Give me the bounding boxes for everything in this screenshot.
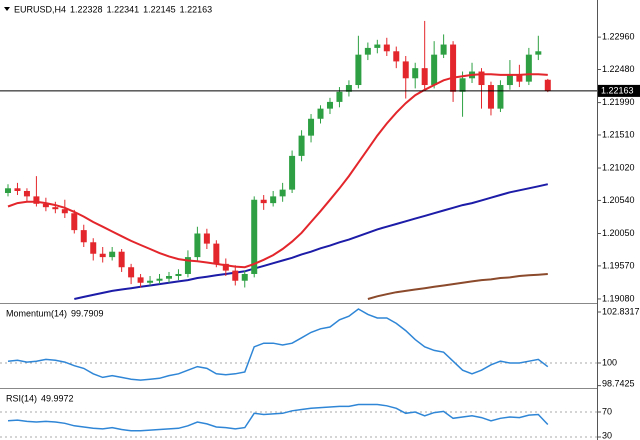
indicator-title: RSI(14)	[6, 393, 37, 403]
y-tick-label: 98.7425	[602, 378, 635, 388]
candle-body	[450, 44, 457, 92]
y-tick-label: 1.19080	[602, 293, 635, 303]
candle-body	[222, 263, 229, 271]
candle-body	[544, 79, 551, 91]
y-tick-label: 70	[602, 406, 612, 416]
moving-average	[74, 183, 549, 300]
current-price-box	[598, 84, 640, 97]
candle-body	[374, 44, 381, 48]
low-value: 1.22145	[143, 4, 176, 14]
y-tick-label: 102.8317	[602, 306, 640, 316]
open-value: 1.22328	[70, 4, 103, 14]
candle-body	[326, 101, 333, 109]
candle-body	[128, 267, 135, 278]
candle-body	[109, 251, 116, 258]
candle-body	[194, 233, 201, 258]
y-tick-label: 1.21020	[602, 162, 635, 172]
candle-body	[459, 78, 466, 92]
indicator-title: Momentum(14)	[6, 308, 67, 318]
indicator-value: 49.9972	[41, 393, 74, 403]
candle-body	[336, 91, 343, 102]
candle-body	[279, 189, 286, 197]
candle-body	[5, 188, 11, 194]
y-tick-label: 1.21510	[602, 129, 635, 139]
candle-body	[487, 85, 494, 109]
candle-body	[497, 85, 504, 109]
candle-body	[23, 190, 30, 197]
candle-body	[147, 280, 154, 283]
candle-body	[535, 51, 542, 55]
candle-body	[251, 199, 258, 274]
symbol: EURUSD,H4	[14, 4, 66, 14]
candle-body	[298, 135, 305, 156]
candle-body	[383, 44, 390, 52]
candle-body	[355, 54, 362, 86]
candle-body	[232, 270, 239, 281]
candle-body	[364, 47, 371, 55]
candle-body	[118, 251, 125, 268]
candle-body	[345, 85, 352, 92]
candle-body	[525, 54, 532, 82]
y-tick-label: 1.19570	[602, 260, 635, 270]
y-tick-label: 1.20050	[602, 228, 635, 238]
candle-body	[137, 277, 144, 283]
candle-body	[42, 203, 49, 208]
y-tick-label: 100	[602, 357, 617, 367]
candle-body	[270, 196, 277, 204]
candle-body	[440, 44, 447, 55]
candle-body	[52, 207, 59, 210]
candle-body	[393, 51, 400, 62]
y-tick-label: 1.22960	[602, 31, 635, 41]
candle-body	[431, 54, 438, 86]
candle-body	[203, 233, 210, 244]
close-value: 1.22163	[180, 4, 213, 14]
indicator-line	[7, 308, 549, 381]
y-tick-label: 30	[602, 430, 612, 440]
candle-body	[175, 273, 182, 277]
moving-average	[7, 73, 548, 269]
candle-body	[71, 213, 78, 231]
candle-body	[421, 68, 428, 86]
menu-triangle	[4, 7, 10, 11]
candle-body	[33, 196, 40, 204]
high-value: 1.22341	[107, 4, 140, 14]
candle-body	[308, 118, 315, 136]
y-tick-label: 1.21990	[602, 97, 635, 107]
candle-body	[156, 278, 163, 281]
indicator-value: 99.7909	[71, 308, 104, 318]
candle-body	[80, 230, 87, 243]
candle-body	[165, 276, 172, 279]
candle-body	[99, 253, 106, 258]
y-tick-label: 1.20540	[602, 195, 635, 205]
y-tick-label: 1.22480	[602, 64, 635, 74]
candle-body	[184, 257, 191, 274]
candle-body	[61, 209, 68, 214]
indicator-line	[7, 403, 549, 432]
candle-body	[241, 273, 248, 281]
candle-body	[90, 242, 97, 254]
candle-body	[516, 74, 523, 82]
candle-body	[260, 199, 267, 204]
candle-body	[14, 188, 21, 191]
candle-body	[213, 243, 220, 264]
candle-body	[506, 74, 513, 86]
moving-average	[367, 273, 548, 300]
candle-body	[478, 71, 485, 86]
candle-body	[402, 61, 409, 79]
candle-body	[412, 68, 419, 79]
current-price-label: 1.22163	[601, 85, 634, 95]
candle-body	[289, 155, 296, 190]
candle-body	[317, 108, 324, 119]
